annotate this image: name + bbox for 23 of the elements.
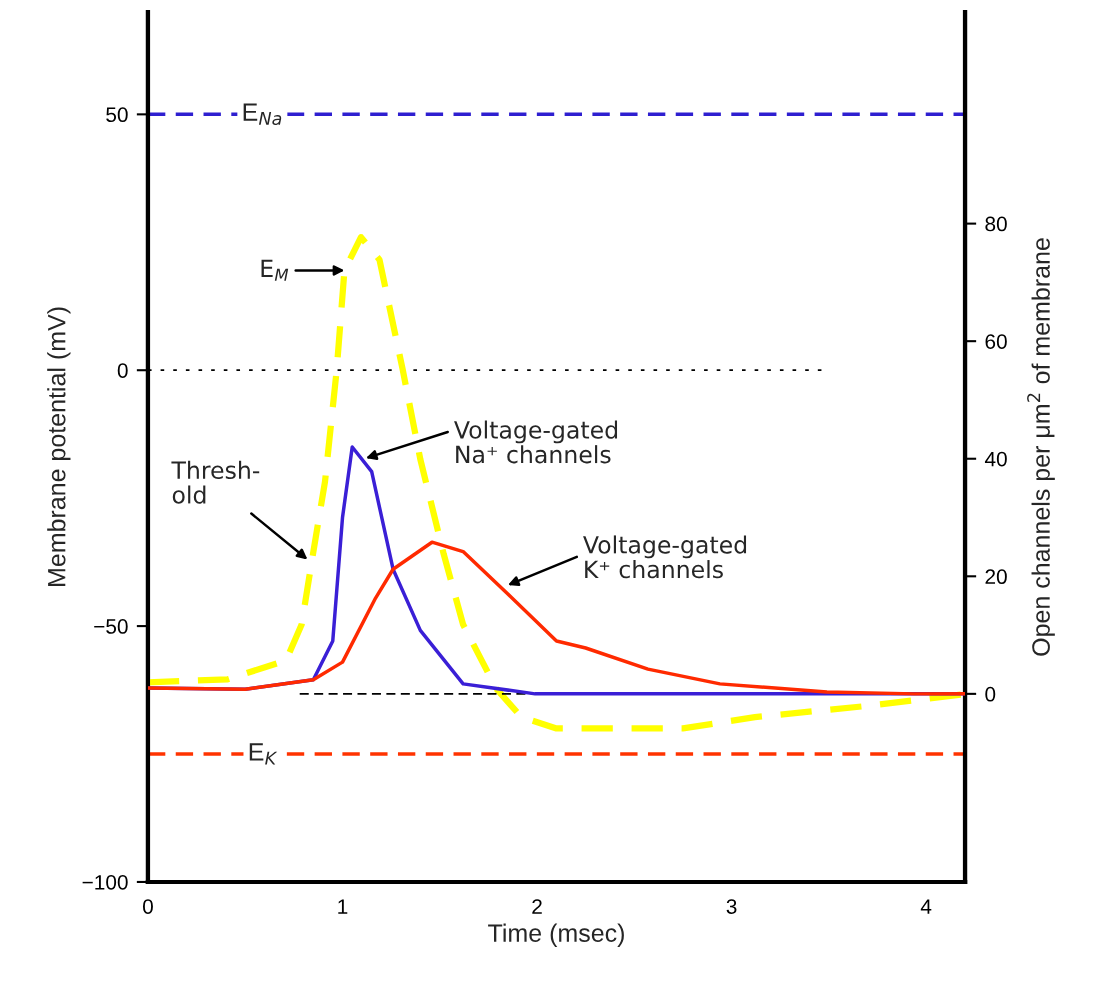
y-tick-label: −100 bbox=[82, 874, 128, 890]
y-axis-title: Membrane potential (mV) bbox=[47, 307, 71, 586]
annotation: Thresh- old bbox=[171, 460, 260, 504]
annotation: E$_{M}$ bbox=[261, 259, 289, 281]
y2-tick-label: 60 bbox=[985, 334, 1007, 349]
ref-line-label: E$_{Na}$ bbox=[243, 103, 282, 126]
y2-tick-label: 40 bbox=[984, 451, 1007, 467]
y-tick-label: 50 bbox=[106, 107, 128, 123]
y2-tick-label: 80 bbox=[985, 216, 1007, 232]
x-tick-label: 1 bbox=[338, 899, 348, 914]
ref-line-label: E$_{K}$ bbox=[249, 743, 278, 765]
x-tick-label: 4 bbox=[920, 899, 932, 914]
x-tick-label: 2 bbox=[532, 899, 542, 914]
x-axis-title: Time (msec) bbox=[488, 923, 624, 947]
y2-tick-label: 20 bbox=[985, 569, 1007, 585]
x-tick-label: 0 bbox=[142, 899, 153, 914]
y-tick-label: −50 bbox=[94, 619, 128, 634]
y2-axis-title: Open channels per μm$^{2}$ of membrane bbox=[1027, 238, 1055, 656]
y-tick-label: 0 bbox=[117, 363, 128, 378]
x-tick-label: 3 bbox=[726, 899, 737, 914]
annotation: Voltage-gated Na⁺ channels bbox=[454, 420, 618, 464]
y2-tick-label: 0 bbox=[985, 686, 996, 702]
annotation: Voltage-gated K⁺ channels bbox=[583, 535, 747, 579]
